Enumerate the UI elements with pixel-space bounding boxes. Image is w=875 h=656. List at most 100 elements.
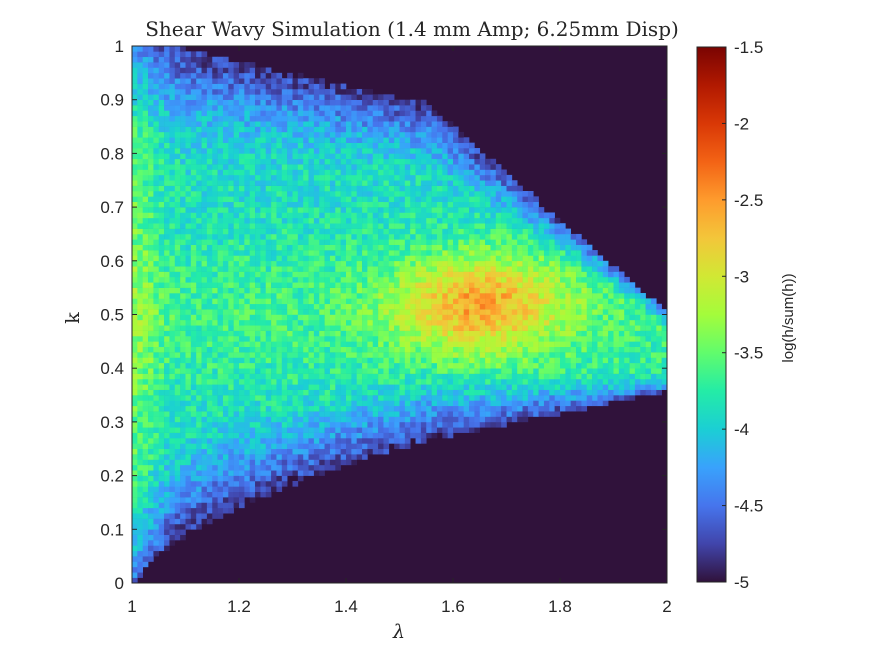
- heatmap-cell: [148, 491, 154, 498]
- heatmap-cell: [169, 427, 176, 433]
- heatmap-cell: [431, 260, 438, 267]
- heatmap-cell: [281, 196, 288, 203]
- heatmap-cell: [442, 314, 448, 321]
- heatmap-cell: [340, 201, 347, 208]
- heatmap-cell: [137, 405, 143, 412]
- heatmap-cell: [148, 335, 154, 342]
- heatmap-cell: [212, 459, 218, 466]
- heatmap-cell: [303, 454, 309, 460]
- heatmap-cell: [351, 448, 357, 455]
- heatmap-cell: [174, 282, 181, 288]
- heatmap-cell: [313, 421, 320, 428]
- heatmap-cell: [340, 341, 347, 348]
- heatmap-cell: [335, 180, 341, 186]
- heatmap-cell: [265, 373, 272, 380]
- heatmap-cell: [447, 223, 454, 229]
- heatmap-cell: [346, 180, 352, 186]
- heatmap-cell: [196, 239, 202, 245]
- heatmap-cell: [335, 99, 341, 106]
- heatmap-cell: [340, 373, 347, 380]
- heatmap-cell: [346, 287, 352, 294]
- heatmap-cell: [276, 378, 283, 385]
- heatmap-cell: [158, 470, 165, 476]
- heatmap-cell: [190, 507, 197, 514]
- heatmap-cell: [436, 400, 443, 407]
- heatmap-cell: [228, 158, 234, 165]
- heatmap-cell: [190, 421, 197, 428]
- heatmap-cell: [244, 158, 250, 165]
- heatmap-cell: [340, 94, 347, 100]
- heatmap-cell: [313, 438, 320, 444]
- heatmap-cell: [206, 201, 213, 208]
- heatmap-cell: [479, 217, 486, 224]
- heatmap-cell: [169, 266, 176, 272]
- heatmap-cell: [410, 335, 416, 342]
- heatmap-cell: [196, 480, 202, 487]
- heatmap-cell: [212, 244, 218, 251]
- heatmap-cell: [169, 239, 176, 245]
- heatmap-cell: [228, 341, 234, 348]
- heatmap-cell: [132, 486, 138, 493]
- heatmap-cell: [212, 255, 218, 262]
- heatmap-cell: [426, 190, 432, 197]
- heatmap-cell: [153, 507, 160, 514]
- heatmap-cell: [201, 67, 208, 74]
- heatmap-cell: [399, 276, 406, 283]
- heatmap-cell: [324, 287, 331, 294]
- heatmap-cell: [137, 480, 143, 487]
- heatmap-cell: [169, 185, 176, 192]
- heatmap-cell: [404, 223, 411, 229]
- heatmap-cell: [244, 99, 250, 106]
- heatmap-cell: [158, 153, 165, 160]
- heatmap-cell: [356, 330, 363, 337]
- heatmap-cell: [431, 137, 438, 143]
- heatmap-cell: [458, 142, 464, 149]
- heatmap-cell: [276, 212, 283, 219]
- heatmap-cell: [404, 421, 411, 428]
- heatmap-cell: [383, 126, 390, 133]
- heatmap-cell: [324, 464, 331, 471]
- heatmap-cell: [255, 164, 261, 170]
- heatmap-cell: [201, 491, 208, 498]
- heatmap-cell: [244, 169, 250, 176]
- heatmap-cell: [442, 153, 448, 160]
- heatmap-cell: [153, 513, 160, 519]
- heatmap-cell: [132, 497, 138, 503]
- heatmap-cell: [233, 137, 240, 143]
- heatmap-cell: [319, 250, 325, 256]
- heatmap-cell: [137, 357, 143, 364]
- heatmap-cell: [303, 346, 309, 353]
- heatmap-cell: [271, 72, 277, 79]
- heatmap-cell: [233, 142, 240, 149]
- heatmap-cell: [292, 325, 299, 331]
- heatmap-cell: [431, 384, 438, 390]
- heatmap-cell: [228, 464, 234, 471]
- heatmap-cell: [367, 389, 374, 396]
- heatmap-cell: [287, 260, 293, 267]
- heatmap-cell: [303, 287, 309, 294]
- heatmap-cell: [148, 266, 154, 272]
- heatmap-cell: [217, 110, 224, 117]
- heatmap-cell: [378, 432, 384, 439]
- heatmap-cell: [485, 298, 491, 305]
- heatmap-cell: [180, 400, 186, 407]
- heatmap-cell: [169, 513, 176, 519]
- heatmap-cell: [239, 335, 245, 342]
- heatmap-cell: [367, 384, 374, 390]
- heatmap-cell: [297, 169, 304, 176]
- heatmap-cell: [420, 212, 427, 219]
- heatmap-cell: [431, 228, 438, 235]
- heatmap-cell: [329, 405, 336, 412]
- heatmap-cell: [431, 373, 438, 380]
- heatmap-cell: [169, 282, 176, 288]
- heatmap-cell: [319, 438, 325, 444]
- heatmap-cell: [169, 115, 176, 122]
- heatmap-cell: [201, 255, 208, 262]
- heatmap-cell: [329, 411, 336, 417]
- heatmap-cell: [132, 110, 138, 117]
- heatmap-cell: [148, 255, 154, 262]
- heatmap-cell: [308, 411, 315, 417]
- heatmap-cell: [222, 491, 229, 498]
- heatmap-cell: [228, 448, 234, 455]
- heatmap-cell: [319, 228, 325, 235]
